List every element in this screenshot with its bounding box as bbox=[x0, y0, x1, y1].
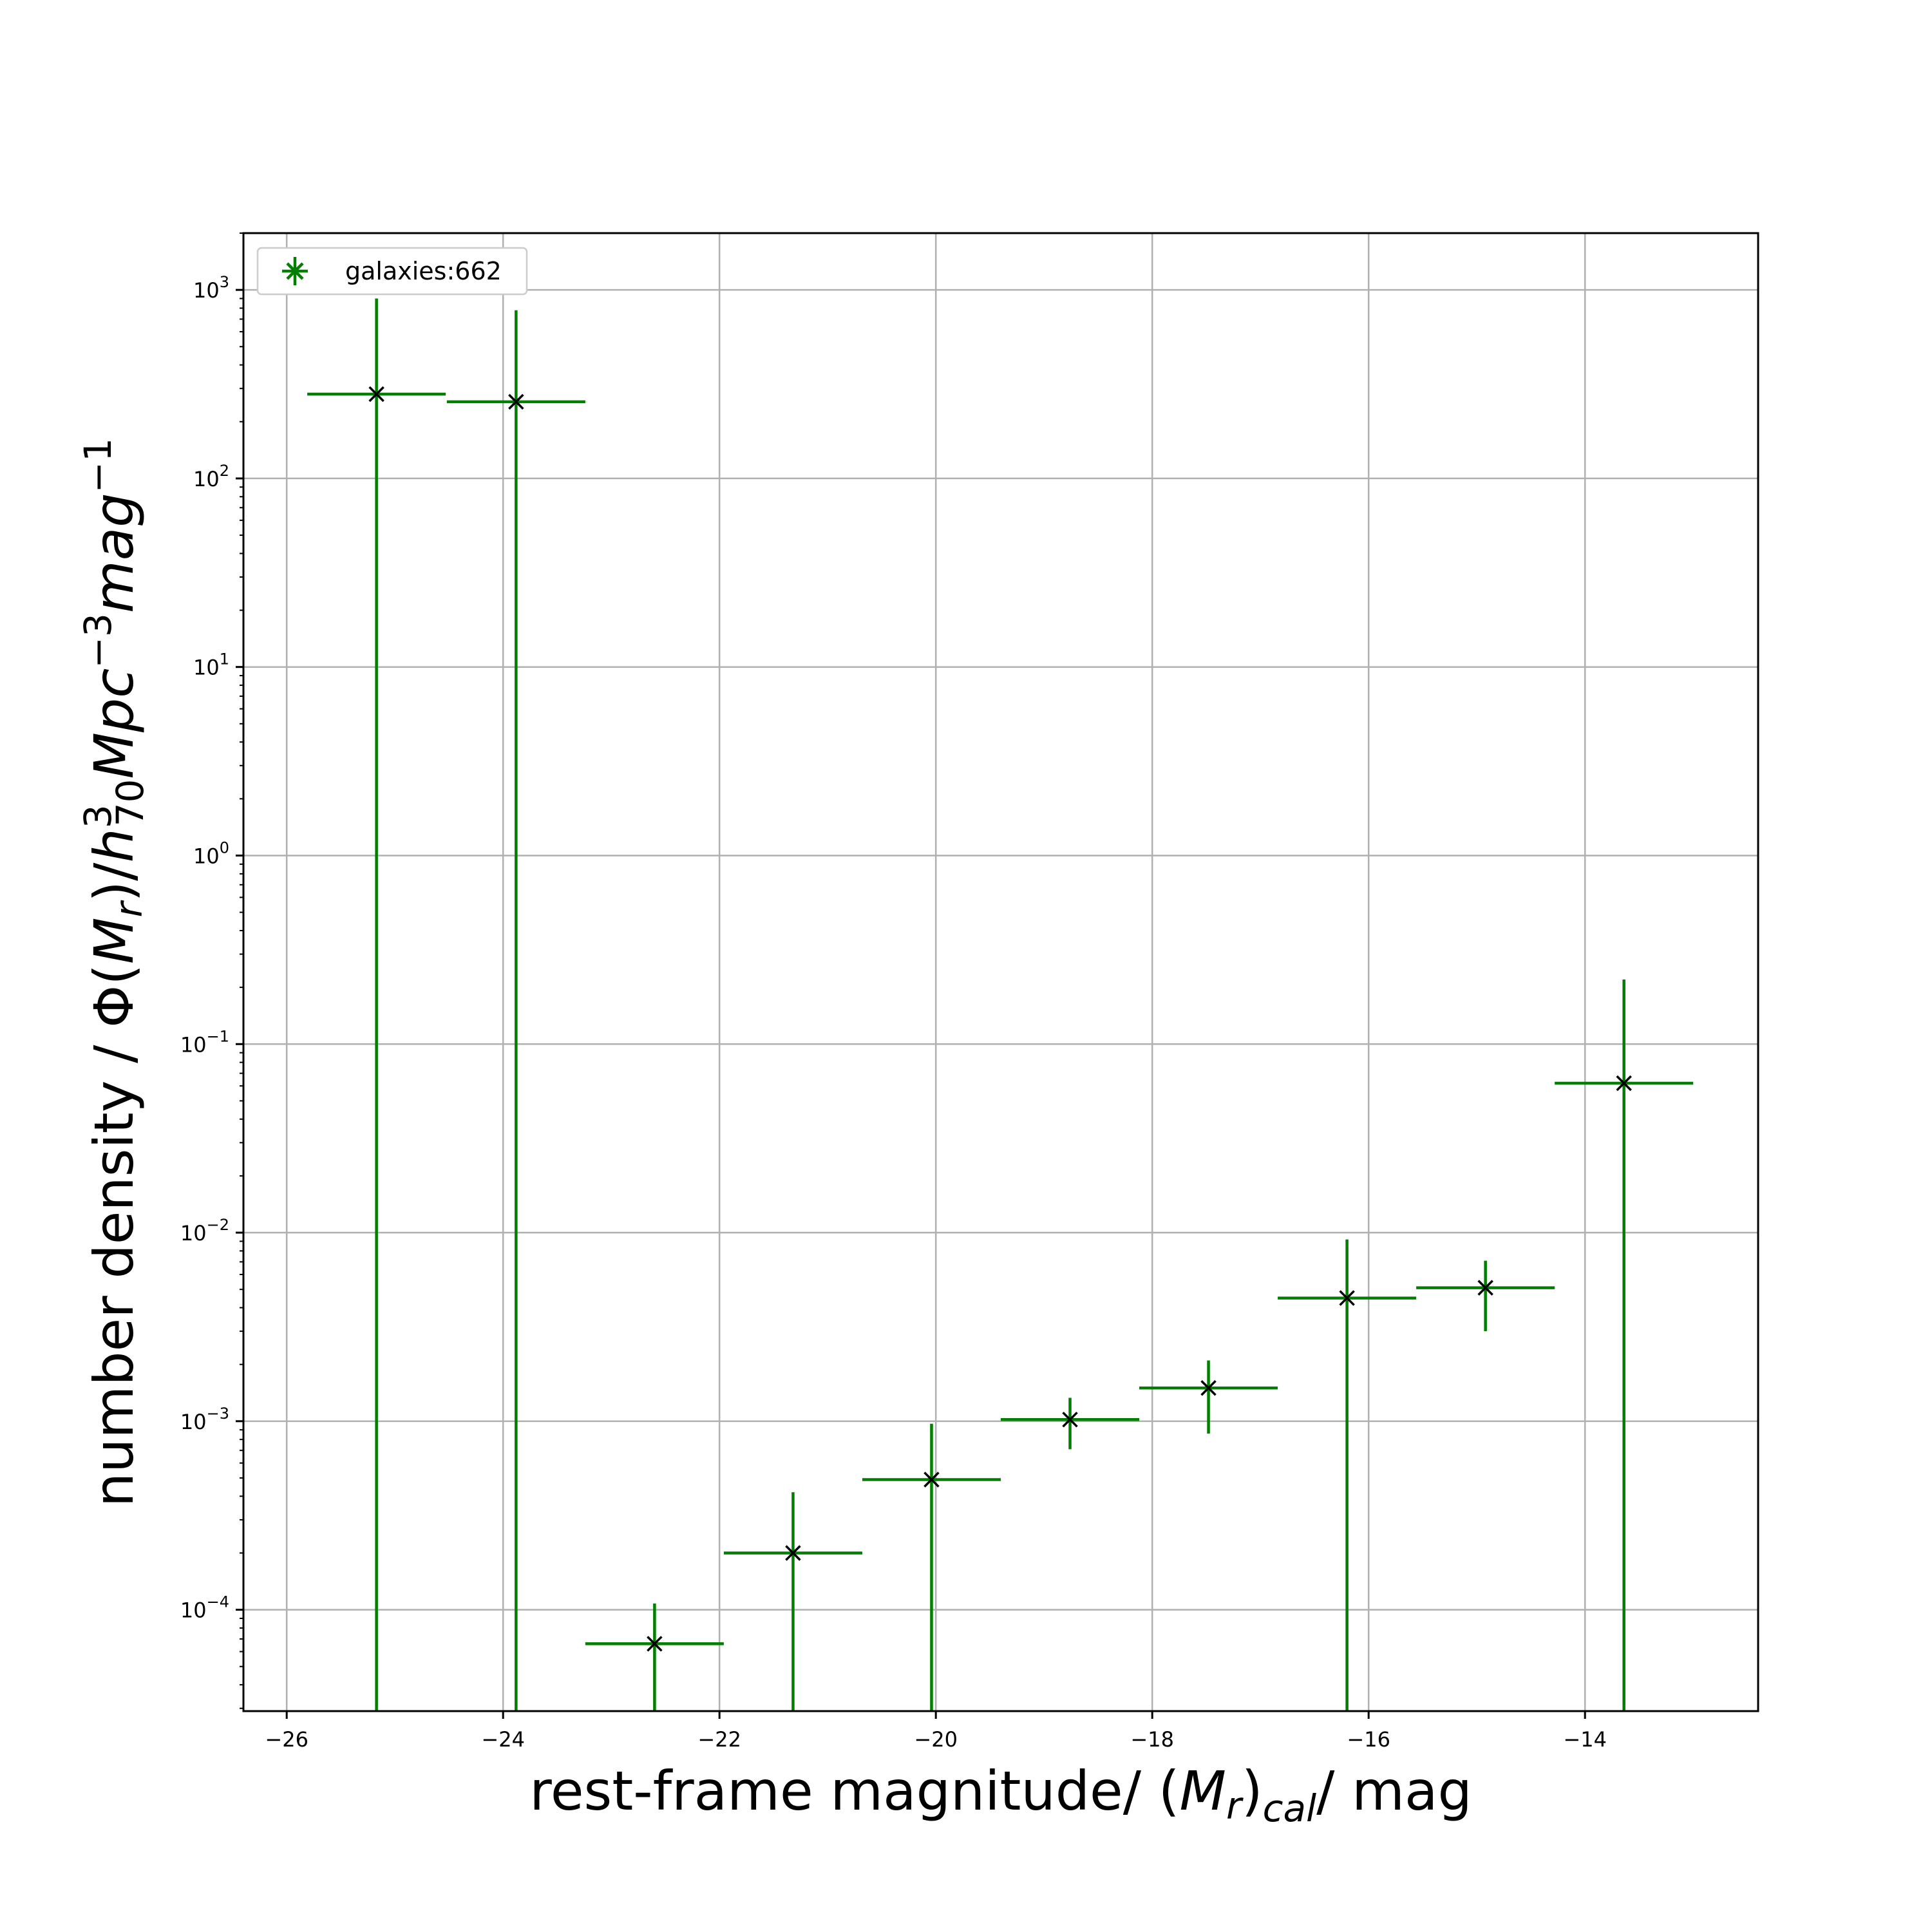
data-point bbox=[1616, 1075, 1632, 1092]
x-axis-ticks: −26 −24 −22 −20 −18 −16 −14 bbox=[265, 1711, 1607, 1752]
x-tick-label: −24 bbox=[481, 1727, 525, 1752]
data-point-stroke bbox=[508, 393, 524, 410]
data-point-stroke bbox=[785, 1545, 801, 1561]
y-tick-label: 10−1 bbox=[180, 1027, 229, 1057]
legend-marker bbox=[282, 257, 308, 285]
legend-label: galaxies:662 bbox=[345, 257, 502, 285]
y-tick-label: 101 bbox=[193, 650, 229, 680]
data-point bbox=[1339, 1290, 1355, 1306]
x-tick-label: −22 bbox=[697, 1727, 741, 1752]
x-tick-label: −26 bbox=[265, 1727, 308, 1752]
data-point bbox=[647, 1636, 663, 1652]
y-tick-label: 10−4 bbox=[180, 1593, 229, 1623]
legend: galaxies:662 bbox=[256, 247, 528, 296]
x-tick-label: −18 bbox=[1130, 1727, 1174, 1752]
y-tick-label: 10−3 bbox=[180, 1405, 229, 1434]
markers bbox=[368, 386, 1632, 1652]
data-point bbox=[1200, 1380, 1217, 1396]
x-tick-label: −16 bbox=[1347, 1727, 1390, 1752]
y-tick-label: 102 bbox=[193, 462, 229, 491]
data-point-stroke bbox=[1200, 1380, 1217, 1396]
legend-box bbox=[256, 247, 528, 296]
plot-frame bbox=[242, 232, 1759, 1712]
grid bbox=[243, 233, 1758, 1711]
y-tick-label: 10−2 bbox=[180, 1216, 229, 1245]
data-point bbox=[368, 386, 384, 402]
data-point-stroke bbox=[923, 1472, 940, 1488]
y-axis-ticks: 10−4 10−3 10−2 10−1 100 101 102 103 bbox=[180, 232, 243, 1709]
data-point-stroke bbox=[1062, 1412, 1078, 1428]
data-point-stroke bbox=[1477, 1280, 1493, 1296]
x-tick-label: −20 bbox=[914, 1727, 958, 1752]
plot-area bbox=[243, 233, 1758, 1711]
x-axis-title: rest-frame magnitude/ (Mr)cal/ mag bbox=[529, 1759, 1472, 1830]
data-point-stroke bbox=[1339, 1290, 1355, 1306]
data-point bbox=[508, 393, 524, 410]
data-point bbox=[1477, 1280, 1493, 1296]
data-point-stroke bbox=[1616, 1075, 1632, 1092]
y-tick-label: 100 bbox=[193, 838, 229, 868]
x-tick-label: −14 bbox=[1563, 1727, 1607, 1752]
data-point bbox=[923, 1472, 940, 1488]
data-point bbox=[1062, 1412, 1078, 1428]
data-point-stroke bbox=[368, 386, 384, 402]
data-point bbox=[785, 1545, 801, 1561]
y-axis-title: number density / Φ(Mr)/h370Mpc−3mag−1 bbox=[76, 438, 152, 1507]
y-tick-label: 103 bbox=[193, 273, 229, 303]
data-point-stroke bbox=[647, 1636, 663, 1652]
